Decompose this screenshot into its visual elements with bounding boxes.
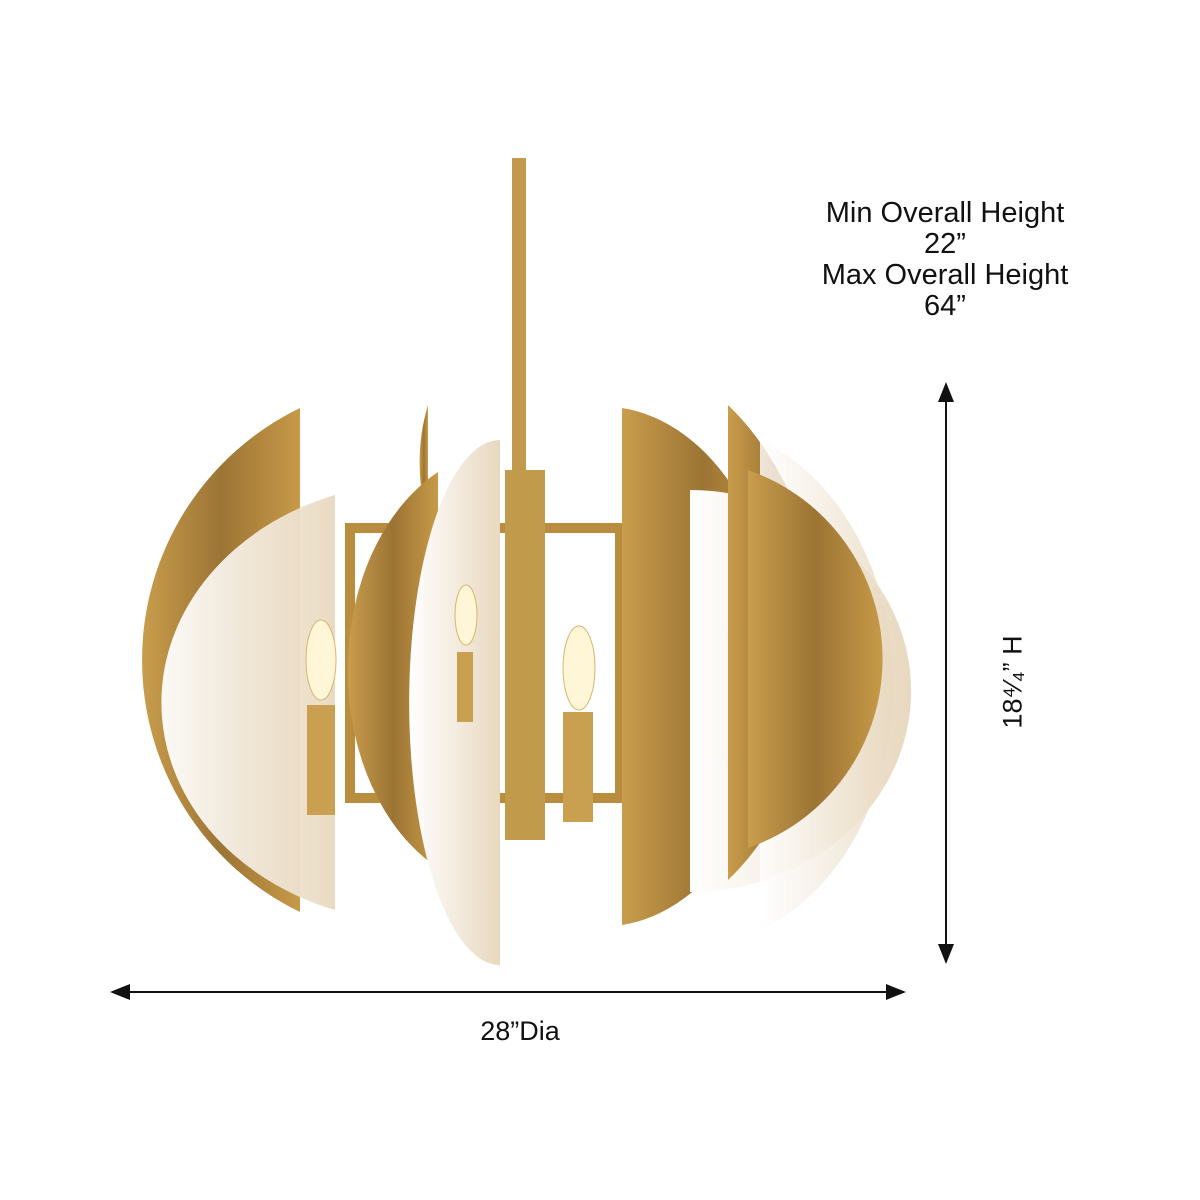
max-height-value: 64” bbox=[924, 290, 966, 322]
candle-sockets bbox=[307, 652, 593, 822]
height-label: 18⁴⁄₄” H bbox=[997, 635, 1028, 729]
overall-height-info: Min Overall Height 22” Max Overall Heigh… bbox=[780, 198, 1110, 322]
bulbs bbox=[305, 584, 596, 711]
left-glass-shade bbox=[161, 495, 335, 910]
stem-rod bbox=[512, 158, 526, 478]
center-glass-shade bbox=[409, 440, 500, 965]
min-height-label: Min Overall Height bbox=[825, 197, 1065, 229]
min-height-value: 22” bbox=[924, 228, 966, 260]
diameter-label: 28”Dia bbox=[480, 1016, 560, 1046]
chandelier bbox=[142, 158, 912, 965]
max-height-label: Max Overall Height bbox=[821, 259, 1069, 291]
center-column bbox=[505, 470, 545, 840]
